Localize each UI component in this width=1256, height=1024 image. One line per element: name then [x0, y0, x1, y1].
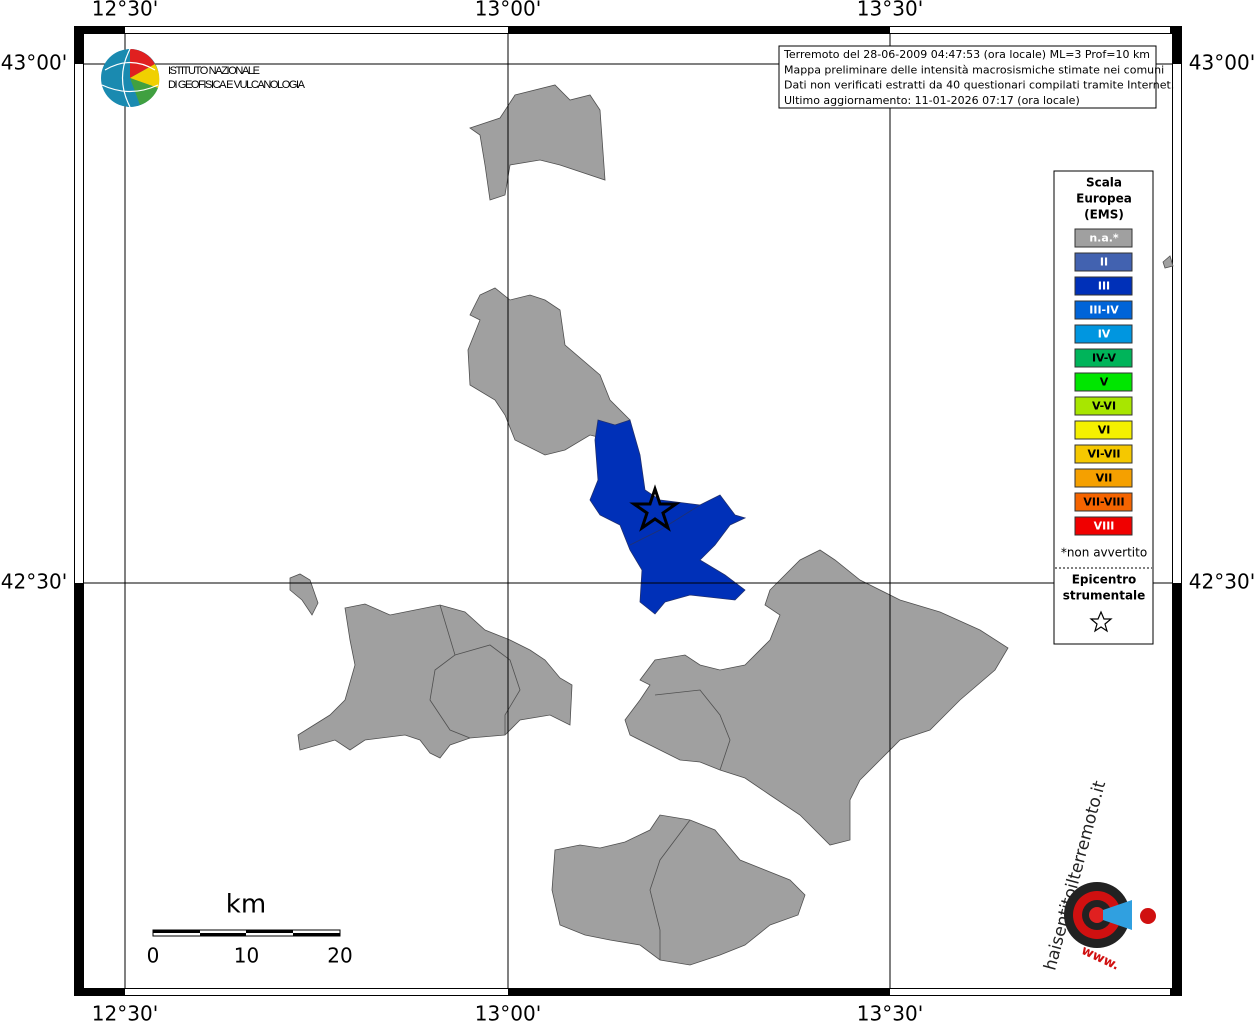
axis-label: 13°30' — [857, 1002, 923, 1024]
legend-title: Scala — [1086, 176, 1122, 190]
legend-swatch — [1074, 516, 1133, 536]
legend-swatch — [1074, 252, 1133, 272]
watermark-logo — [1064, 882, 1156, 948]
region — [551, 814, 806, 966]
legend-label: V — [1100, 376, 1109, 389]
axis-label: 43°00' — [1189, 51, 1255, 75]
logo-line: ISTITUTO NAZIONALE — [168, 65, 260, 77]
legend-swatch — [1074, 444, 1133, 464]
scale-unit: km — [226, 890, 266, 920]
border — [654, 689, 731, 771]
border — [454, 644, 521, 735]
legend-label: II — [1100, 256, 1108, 269]
border — [649, 819, 691, 960]
legend-label: III-IV — [1089, 304, 1119, 317]
axis-label: 13°30' — [857, 0, 923, 21]
axis-label: 12°30' — [92, 0, 158, 21]
region — [624, 549, 1009, 846]
legend-label: IV — [1098, 328, 1111, 341]
legend-swatch — [1074, 492, 1133, 512]
scale-labels: km 0 10 20 — [147, 890, 353, 968]
logo-line: DI GEOFISICA E VULCANOLOGIA — [168, 79, 306, 91]
header-line: Ultimo aggiornamento: 11-01-2026 07:17 (… — [784, 94, 1080, 107]
header: Terremoto del 28-06-2009 04:47:53 (ora l… — [783, 48, 1174, 107]
frame-ticks — [75, 27, 1181, 995]
legend-swatch — [1074, 276, 1133, 296]
region — [469, 84, 606, 201]
legend-star — [1089, 610, 1113, 633]
legend-label: VIII — [1094, 520, 1115, 533]
region — [1162, 255, 1174, 269]
legend-label: VII-VIII — [1083, 496, 1124, 509]
scale-bar — [152, 929, 341, 937]
legend-epicenter: Epicentro — [1072, 573, 1137, 587]
legend-label: n.a.* — [1089, 232, 1119, 245]
legend-title: (EMS) — [1084, 208, 1124, 222]
logo-text: ISTITUTO NAZIONALE DI GEOFISICA E VULCANO… — [168, 65, 306, 91]
axis-label: 12°30' — [92, 1002, 158, 1024]
legend-label: III — [1098, 280, 1110, 293]
legend: ScalaEuropea(EMS)n.a.*IIIIIIII-IVIVIV-VV… — [1061, 176, 1147, 603]
logo — [101, 48, 160, 108]
region — [297, 603, 573, 759]
border — [429, 604, 471, 739]
header-box — [778, 45, 1157, 109]
border — [629, 504, 701, 546]
header-line: Dati non verificati estratti da 40 quest… — [784, 79, 1174, 92]
header-line: Mappa preliminare delle intensità macros… — [784, 63, 1164, 76]
legend-label: V-VI — [1092, 400, 1116, 413]
legend-swatch — [1074, 372, 1133, 392]
axis-label: 13°00' — [475, 0, 541, 21]
scale-label: 20 — [327, 944, 352, 968]
axis-label: 42°30' — [1, 570, 67, 594]
legend-swatch — [1074, 300, 1133, 320]
epicenter — [629, 484, 681, 532]
legend-swatch — [1074, 420, 1133, 440]
legend-swatch — [1074, 324, 1133, 344]
legend-epicenter: strumentale — [1063, 589, 1146, 603]
legend-title: Europea — [1076, 192, 1132, 206]
legend-note: *non avvertito — [1061, 546, 1147, 560]
axis-label: 43°00' — [1, 51, 67, 75]
header-line: Terremoto del 28-06-2009 04:47:53 (ora l… — [783, 48, 1150, 61]
legend-label: VII — [1096, 472, 1113, 485]
axis-label: 13°00' — [475, 1002, 541, 1024]
legend-swatch — [1074, 396, 1133, 416]
region — [289, 573, 319, 616]
legend-label: VI-VII — [1087, 448, 1120, 461]
legend-label: VI — [1098, 424, 1111, 437]
scale-label: 10 — [234, 944, 259, 968]
legend-swatch — [1074, 468, 1133, 488]
scale-label: 0 — [147, 944, 160, 968]
axis-label: 42°30' — [1189, 570, 1255, 594]
legend-swatch — [1074, 348, 1133, 368]
legend-label: IV-V — [1092, 352, 1117, 365]
legend-swatch — [1074, 228, 1133, 248]
